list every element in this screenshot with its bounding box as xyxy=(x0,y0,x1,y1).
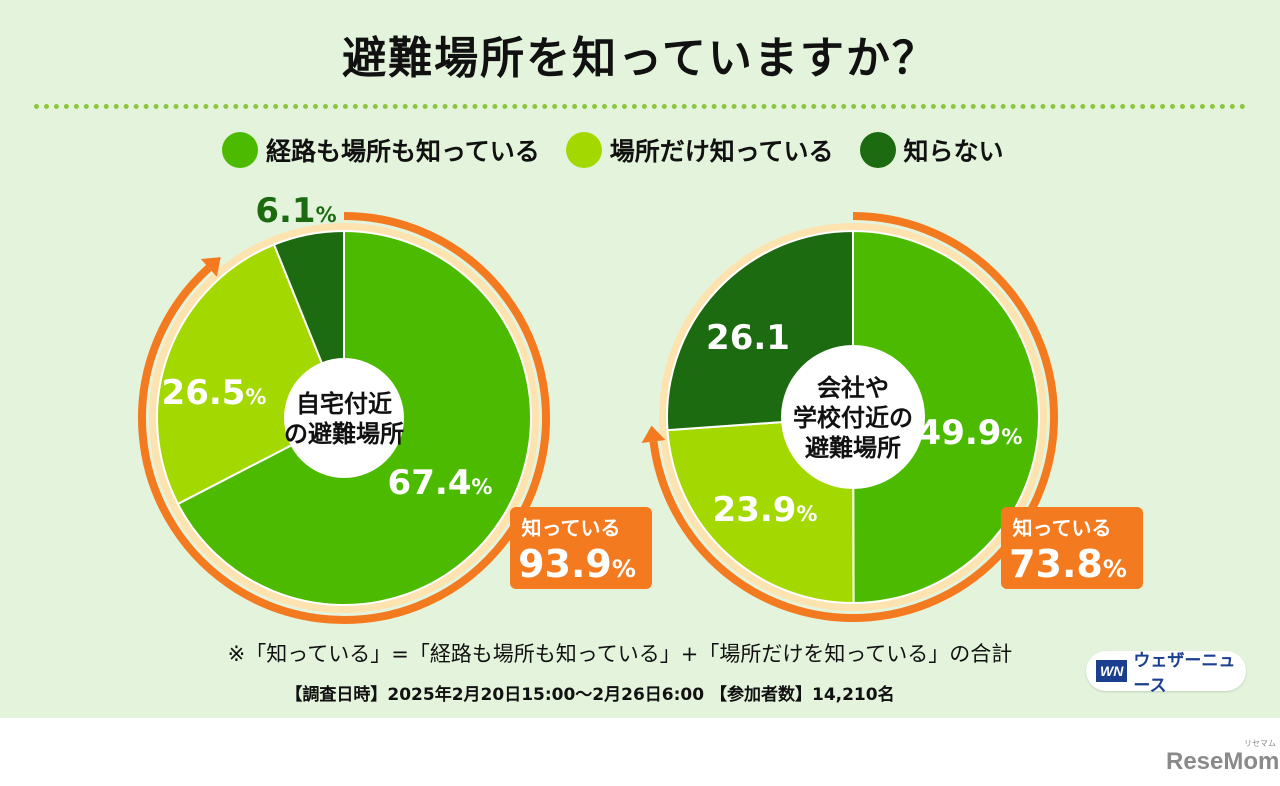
legend-swatch xyxy=(222,132,258,168)
resemom-watermark: ReseMom リセマム xyxy=(1166,739,1280,775)
callout-value: 73.8% xyxy=(1009,542,1127,586)
known-callout xyxy=(510,507,652,589)
slice-value-label: 49.9% xyxy=(918,413,1023,453)
known-callout xyxy=(1001,507,1143,589)
dotted-divider xyxy=(34,104,1246,109)
legend-label: 経路も場所も知っている xyxy=(266,137,540,166)
slice-value-label: 26.1 xyxy=(706,318,790,358)
callout-label: 知っている xyxy=(1013,516,1112,540)
pie-center-label: 学校付近の xyxy=(793,404,913,432)
pie-center-label: 避難場所 xyxy=(805,434,901,462)
legend: 経路も場所も知っている 場所だけ知っている 知らない xyxy=(222,128,1004,172)
legend-item-place-only: 場所だけ知っている xyxy=(565,132,834,168)
slice-value-label: 67.4% xyxy=(388,463,493,503)
legend-item-route-and-place: 経路も場所も知っている xyxy=(222,132,540,168)
pie-center xyxy=(284,358,404,478)
pie-center-label: 会社や xyxy=(817,374,889,402)
wn-logo-text: ウェザーニュース xyxy=(1133,651,1236,696)
pie-charts: 自宅付近の避難場所67.4%26.5%6.1%知っている93.9%会社や学校付近… xyxy=(138,191,1143,624)
footnote: ※「知っている」=「経路も場所も知っている」+「場所だけを知っている」の合計 xyxy=(227,642,1013,666)
known-share-arc xyxy=(138,212,550,624)
pie-center xyxy=(781,345,925,489)
legend-label: 知らない xyxy=(903,137,1004,166)
arc-arrowhead xyxy=(641,425,666,443)
legend-item-unknown: 知らない xyxy=(859,132,1004,168)
wn-logo-mark: WN xyxy=(1096,660,1128,682)
legend-label: 場所だけ知っている xyxy=(609,137,834,166)
survey-info: 【調査日時】2025年2月20日15:00～2月26日6:00 【参加者数】14… xyxy=(285,685,895,705)
slice-value-label: 23.9% xyxy=(713,490,818,530)
callout-label: 知っている xyxy=(522,516,621,540)
slice-value-label: 26.5% xyxy=(162,373,267,413)
slice-value-label: 6.1% xyxy=(255,191,336,231)
legend-swatch xyxy=(565,132,602,168)
pie-center-label: の避難場所 xyxy=(284,420,404,448)
weathernews-logo: WN ウェザーニュース xyxy=(1086,651,1246,696)
pie-slice xyxy=(852,229,1040,605)
arc-arrowhead xyxy=(200,257,221,277)
page-title: 避難場所を知っていますか？ xyxy=(342,33,938,84)
pie-center-label: 自宅付近 xyxy=(296,390,392,418)
callout-value: 93.9% xyxy=(518,542,636,586)
legend-swatch xyxy=(859,132,896,168)
